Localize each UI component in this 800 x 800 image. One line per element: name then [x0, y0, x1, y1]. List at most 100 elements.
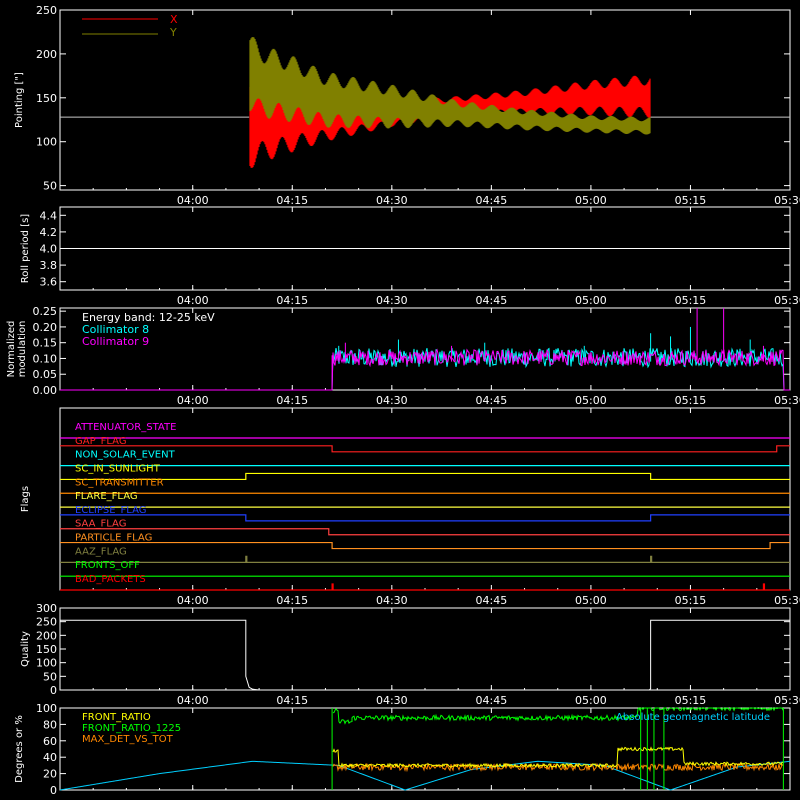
- roll-ytick-label: 3.8: [40, 259, 58, 272]
- modulation-xtick-label: 04:30: [376, 394, 408, 407]
- ratios-ytick-label: 40: [43, 751, 57, 764]
- modulation-ytick-label: 0.00: [33, 384, 58, 397]
- ratios-legend-front-ratio: FRONT_RATIO: [82, 712, 151, 723]
- quality-xtick-label: 05:30: [774, 694, 800, 707]
- modulation-xtick-label: 04:45: [476, 394, 508, 407]
- modulation-xtick-label: 05:15: [675, 394, 707, 407]
- pointing-ytick-label: 150: [36, 92, 57, 105]
- quality-ytick-label: 200: [36, 629, 57, 642]
- flag-label-particle-flag: PARTICLE_FLAG: [75, 533, 152, 544]
- flags-xtick-label: 04:30: [376, 594, 408, 607]
- pointing-xtick-label: 05:00: [575, 194, 607, 207]
- roll-panel: 04:00 04:15 04:30 04:45 05:00 05:15 05:30 3.6 3.…: [20, 206, 800, 307]
- modulation-energy-band-label: Energy band: 12-25 keV: [82, 311, 215, 324]
- pointing-xtick-label: 04:15: [276, 194, 308, 207]
- quality-ytick-label: 300: [36, 602, 57, 615]
- roll-xtick-label: 05:30: [774, 294, 800, 307]
- modulation-ytick-label: 0.20: [33, 321, 58, 334]
- flag-label-flare-flag: FLARE_FLAG: [75, 491, 138, 502]
- roll-xtick-label: 05:00: [575, 294, 607, 307]
- pointing-panel: 04:00 04:15 04:30 04:45 05:00 05:15 05:30 50 100…: [14, 4, 800, 207]
- modulation-ylabel-line1: Normalized: [6, 321, 17, 378]
- modulation-xtick-label: 05:00: [575, 394, 607, 407]
- flag-label-sc-in-sunlight: SC_IN_SUNLIGHT: [75, 463, 161, 474]
- flag-label-fronts-off: FRONTS_OFF: [75, 560, 140, 571]
- flag-label-non-solar-event: NON_SOLAR_EVENT: [75, 450, 176, 461]
- quality-panel: 04:00 04:15 04:30 04:45 05:00 05:15 05:30 05010…: [20, 602, 800, 707]
- pointing-ylabel: Pointing ["]: [14, 72, 25, 128]
- quality-ytick-label: 250: [36, 616, 57, 629]
- roll-xtick-label: 04:45: [476, 294, 508, 307]
- quality-xtick-label: 04:00: [177, 694, 209, 707]
- roll-xtick-label: 04:15: [276, 294, 308, 307]
- modulation-ytick-label: 0.25: [33, 305, 58, 318]
- ratios-legend-max-det: MAX_DET_VS_TOT: [82, 734, 174, 745]
- flag-trace-aaz-flag: [60, 555, 790, 563]
- ratio-series-1: [332, 706, 784, 725]
- pointing-xtick-label: 04:00: [177, 194, 209, 207]
- pointing-ytick-label: 250: [36, 4, 57, 17]
- roll-xtick-label: 04:00: [177, 294, 209, 307]
- ratios-legend-front-ratio-1225: FRONT_RATIO_1225: [82, 723, 181, 734]
- modulation-series-9: [60, 348, 790, 391]
- flag-label-bad-packets: BAD_PACKETS: [75, 574, 146, 585]
- flag-trace-saa-flag: [60, 528, 790, 536]
- modulation-legend-collimator9: Collimator 9: [82, 335, 149, 348]
- pointing-xtick-label: 05:30: [774, 194, 800, 207]
- flag-trace-gap-flag: [60, 445, 790, 453]
- ratios-ytick-label: 100: [36, 702, 57, 715]
- quality-ytick-label: 50: [43, 670, 57, 683]
- quality-ytick-label: 100: [36, 657, 57, 670]
- flag-trace-sc-in-sunlight: [60, 472, 790, 481]
- modulation-ytick-label: 0.10: [33, 352, 58, 365]
- modulation-xtick-label: 05:30: [774, 394, 800, 407]
- modulation-panel: 04:00 04:15 04:30 04:45 05:00 05:15 05:30 0.00 0…: [6, 305, 800, 407]
- latitude-curve: [59, 760, 791, 791]
- flag-label-aaz-flag: AAZ_FLAG: [75, 546, 127, 557]
- pointing-ytick-label: 200: [36, 48, 57, 61]
- quality-xtick-label: 05:15: [675, 694, 707, 707]
- modulation-xtick-label: 04:00: [177, 394, 209, 407]
- modulation-xtick-label: 04:15: [276, 394, 308, 407]
- legend-y-label: Y: [169, 26, 177, 39]
- quality-line: [60, 619, 790, 691]
- flags-xtick-label: 05:00: [575, 594, 607, 607]
- legend-x-label: X: [170, 13, 178, 26]
- quality-ylabel: Quality: [20, 631, 31, 667]
- roll-ylabel: Roll period [s]: [20, 214, 31, 283]
- flag-label-gap-flag: GAP_FLAG: [75, 436, 127, 447]
- quality-xtick-label: 04:15: [276, 694, 308, 707]
- quality-xtick-label: 04:30: [376, 694, 408, 707]
- flags-xtick-label: 04:00: [177, 594, 209, 607]
- roll-xtick-label: 05:15: [675, 294, 707, 307]
- ratios-ytick-label: 20: [43, 768, 57, 781]
- ratios-ytick-label: 60: [43, 735, 57, 748]
- flags-ylabel: Flags: [20, 486, 31, 512]
- ratios-ytick-label: 80: [43, 718, 57, 731]
- pointing-ytick-label: 100: [36, 136, 57, 149]
- pointing-xtick-label: 05:15: [675, 194, 707, 207]
- modulation-ytick-label: 0.05: [33, 368, 58, 381]
- series-y-band: [249, 36, 651, 135]
- ratios-ylabel: Degrees or %: [14, 715, 25, 783]
- modulation-ylabel-line2: modulation: [17, 321, 28, 378]
- pointing-xtick-label: 04:30: [376, 194, 408, 207]
- flags-xtick-label: 05:15: [675, 594, 707, 607]
- pointing-xtick-label: 04:45: [476, 194, 508, 207]
- flag-label-sc-transmitter: SC_TRANSMITTER: [75, 477, 164, 488]
- modulation-legend-collimator8: Collimator 8: [82, 323, 149, 336]
- flags-xtick-label: 04:45: [476, 594, 508, 607]
- pointing-ytick-label: 50: [43, 180, 57, 193]
- quality-ytick-label: 150: [36, 643, 57, 656]
- flags-xtick-label: 05:30: [774, 594, 800, 607]
- flag-label-saa-flag: SAA_FLAG: [75, 519, 126, 530]
- flags-xtick-label: 04:15: [276, 594, 308, 607]
- ratios-latitude-label: Absolute geomagnetic latitude: [616, 712, 770, 723]
- ratios-ytick-label: 0: [50, 784, 57, 797]
- flag-trace-bad-packets: [60, 583, 790, 591]
- modulation-ytick-label: 0.15: [33, 337, 58, 350]
- roll-ytick-label: 4.2: [40, 226, 58, 239]
- flag-trace-particle-flag: [60, 541, 790, 550]
- roll-ytick-label: 4.4: [40, 209, 58, 222]
